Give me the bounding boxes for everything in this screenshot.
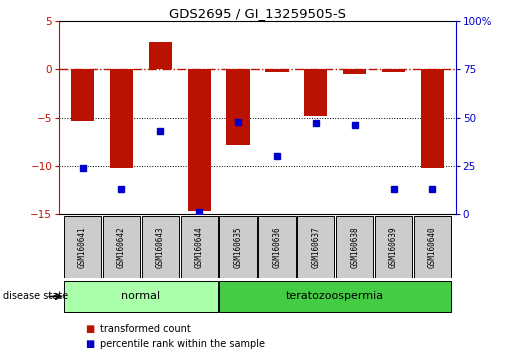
Text: GSM160635: GSM160635: [234, 226, 243, 268]
Bar: [343, 69, 366, 74]
Text: percentile rank within the sample: percentile rank within the sample: [100, 339, 265, 349]
Bar: [421, 69, 444, 168]
Bar: [110, 69, 133, 168]
Text: GSM160637: GSM160637: [311, 226, 320, 268]
Text: GSM160636: GSM160636: [272, 226, 281, 268]
Text: GSM160642: GSM160642: [117, 226, 126, 268]
Bar: [149, 42, 172, 69]
Bar: [64, 281, 218, 312]
Text: disease state: disease state: [3, 291, 67, 302]
Bar: [382, 69, 405, 72]
Bar: [336, 216, 373, 278]
Text: ■: ■: [85, 339, 94, 349]
Bar: [375, 216, 412, 278]
Text: GSM160639: GSM160639: [389, 226, 398, 268]
Text: GSM160643: GSM160643: [156, 226, 165, 268]
Bar: [219, 216, 256, 278]
Bar: [71, 69, 94, 121]
Bar: [103, 216, 140, 278]
Text: GSM160640: GSM160640: [428, 226, 437, 268]
Text: normal: normal: [122, 291, 161, 302]
Bar: [181, 216, 218, 278]
Bar: [219, 281, 451, 312]
Text: ■: ■: [85, 324, 94, 334]
Bar: [259, 216, 296, 278]
Text: transformed count: transformed count: [100, 324, 191, 334]
Bar: [64, 216, 101, 278]
Bar: [265, 69, 288, 72]
Title: GDS2695 / GI_13259505-S: GDS2695 / GI_13259505-S: [169, 7, 346, 20]
Text: GSM160644: GSM160644: [195, 226, 204, 268]
Bar: [297, 216, 334, 278]
Bar: [414, 216, 451, 278]
Text: teratozoospermia: teratozoospermia: [286, 291, 384, 302]
Bar: [227, 69, 250, 145]
Bar: [187, 69, 211, 211]
Bar: [304, 69, 328, 116]
Bar: [142, 216, 179, 278]
Text: GSM160638: GSM160638: [350, 226, 359, 268]
Text: GSM160641: GSM160641: [78, 226, 87, 268]
